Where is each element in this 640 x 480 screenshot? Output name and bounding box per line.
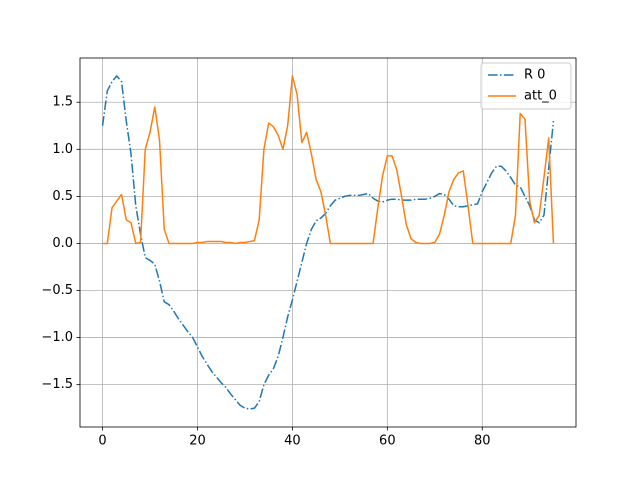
y-tick-label: −1.5 <box>41 377 73 392</box>
legend-label: R 0 <box>524 68 545 83</box>
y-tick-label: 1.0 <box>52 142 73 157</box>
y-tick-label: −0.5 <box>41 283 73 298</box>
series-line <box>101 75 555 410</box>
x-tick-label: 20 <box>189 434 206 449</box>
plot-frame <box>79 57 577 428</box>
y-tick-label: 1.5 <box>52 95 73 110</box>
y-tick-label: −1.0 <box>41 330 73 345</box>
x-tick-label: 80 <box>474 434 491 449</box>
x-tick-label: 0 <box>98 434 106 449</box>
x-tick-label: 60 <box>379 434 396 449</box>
legend-box <box>480 62 572 110</box>
series-line <box>102 75 555 245</box>
x-tick-label: 40 <box>284 434 301 449</box>
y-tick-label: 0.5 <box>52 189 73 204</box>
y-tick-label: 0.0 <box>52 236 73 251</box>
legend: R 0 att_0 <box>480 62 572 110</box>
legend-label: att_0 <box>524 89 557 104</box>
